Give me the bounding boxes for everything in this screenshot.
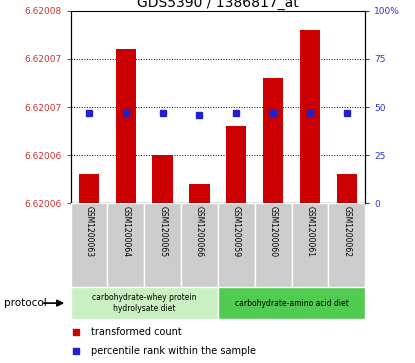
Text: GSM1200065: GSM1200065	[158, 206, 167, 257]
Text: carbohydrate-amino acid diet: carbohydrate-amino acid diet	[234, 299, 349, 307]
Text: transformed count: transformed count	[91, 327, 182, 337]
Bar	[144, 203, 181, 287]
Text: GSM1200061: GSM1200061	[305, 206, 315, 257]
Bar	[152, 155, 173, 203]
Bar	[181, 203, 218, 287]
Text: GSM1200060: GSM1200060	[269, 206, 278, 257]
Text: percentile rank within the sample: percentile rank within the sample	[91, 346, 256, 356]
Bar	[218, 287, 365, 319]
Bar	[116, 49, 136, 203]
Bar	[226, 126, 247, 203]
Text: protocol: protocol	[4, 298, 47, 308]
Bar	[189, 184, 210, 203]
Bar	[291, 203, 328, 287]
Bar	[328, 203, 365, 287]
Text: GSM1200063: GSM1200063	[85, 206, 93, 257]
Bar	[300, 30, 320, 203]
Text: GSM1200064: GSM1200064	[121, 206, 130, 257]
Bar	[79, 175, 99, 203]
Bar	[337, 175, 357, 203]
Text: GSM1200066: GSM1200066	[195, 206, 204, 257]
Bar	[71, 203, 107, 287]
Bar	[218, 203, 255, 287]
Bar	[71, 287, 218, 319]
Title: GDS5390 / 1386817_at: GDS5390 / 1386817_at	[137, 0, 299, 10]
Bar	[263, 78, 283, 203]
Bar	[107, 203, 144, 287]
Text: GSM1200062: GSM1200062	[342, 206, 351, 257]
Bar	[255, 203, 291, 287]
Text: carbohydrate-whey protein
hydrolysate diet: carbohydrate-whey protein hydrolysate di…	[92, 293, 196, 313]
Text: GSM1200059: GSM1200059	[232, 206, 241, 257]
